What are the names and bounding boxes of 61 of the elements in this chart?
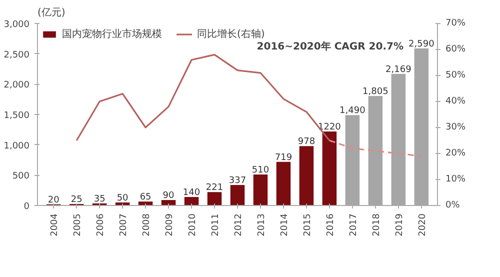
y-tick-label: 1,000 <box>4 141 30 152</box>
y-axis-title: (亿元) <box>38 8 66 18</box>
x-tick-label: 2012 <box>234 214 244 236</box>
y2-tick-label: 0% <box>446 200 460 210</box>
y2-tick-label: 30% <box>446 122 466 132</box>
x-tick-label: 2018 <box>372 213 382 236</box>
y2-tick-label: 70% <box>446 18 466 28</box>
legend-label: 同比增长(右轴) <box>197 28 265 41</box>
data-label: 221 <box>206 183 224 194</box>
x-tick-label: 2007 <box>119 214 130 236</box>
data-label: 65 <box>140 192 152 203</box>
x-tick-label: 2013 <box>256 214 267 236</box>
x-tick-label: 2006 <box>96 213 106 236</box>
data-label: 719 <box>274 152 292 163</box>
x-tick-label: 2016 <box>326 213 336 236</box>
data-label: 2,590 <box>408 39 435 50</box>
bar <box>207 192 222 206</box>
x-tick-label: 2019 <box>394 213 405 236</box>
y2-tick-label: 20% <box>446 148 466 158</box>
x-tick-label: 2020 <box>418 213 428 236</box>
bar <box>276 162 291 206</box>
y-tick-label: 3,000 <box>4 20 30 30</box>
bar <box>322 131 337 206</box>
data-label: 35 <box>94 194 106 204</box>
data-label: 90 <box>162 191 175 202</box>
bar <box>184 197 199 206</box>
bar <box>253 174 268 206</box>
y2-tick-label: 60% <box>446 44 466 54</box>
data-label: 1,490 <box>340 106 366 116</box>
data-label: 1220 <box>318 122 342 132</box>
legend-label: 国内宠物行业市场规模 <box>62 28 162 41</box>
y-tick-label: 0 <box>24 202 30 212</box>
y2-tick-label: 50% <box>446 70 466 80</box>
y-tick-label: 2,000 <box>4 80 30 91</box>
data-label: 2,169 <box>386 64 412 75</box>
annotation: 2016~2020年 CAGR 20.7% <box>256 40 404 53</box>
y2-tick-label: 10% <box>446 174 466 184</box>
x-tick-label: 2015 <box>302 214 313 236</box>
x-tick-label: 2009 <box>165 213 176 236</box>
x-tick-label: 2010 <box>188 213 198 236</box>
data-label: 20 <box>48 195 60 206</box>
bar <box>299 146 314 206</box>
bar <box>230 185 245 206</box>
x-tick-label: 2008 <box>142 213 152 236</box>
data-label: 337 <box>228 176 246 186</box>
data-label: 978 <box>298 137 316 148</box>
x-tick-label: 2011 <box>211 214 222 236</box>
x-tick-label: 2017 <box>348 214 359 236</box>
x-tick-label: 2014 <box>280 213 290 236</box>
data-label: 25 <box>70 194 82 205</box>
y-tick-label: 1,500 <box>4 111 30 121</box>
x-tick-label: 2005 <box>73 214 84 236</box>
data-label: 510 <box>252 166 270 176</box>
data-label: 50 <box>116 193 129 204</box>
y-tick-label: 2,500 <box>4 50 30 60</box>
line-series <box>328 140 422 157</box>
x-tick-label: 2004 <box>50 213 60 236</box>
y-tick-label: 500 <box>12 172 30 182</box>
data-label: 140 <box>182 188 200 198</box>
y2-tick-label: 40% <box>446 96 466 106</box>
data-label: 1,805 <box>362 86 388 97</box>
